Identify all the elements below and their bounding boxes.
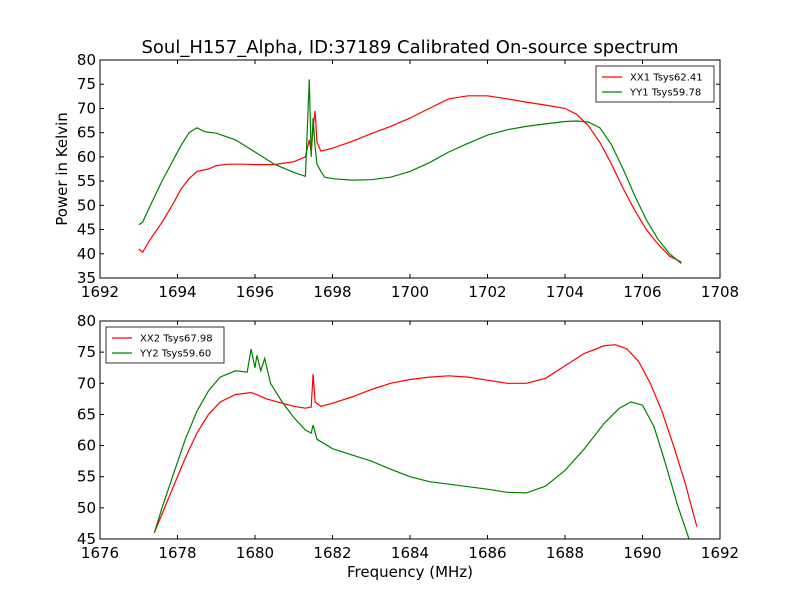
legend-label: YY1 Tsys59.78 — [629, 88, 701, 99]
series-line-yy1 — [138, 79, 682, 264]
x-tick-label: 1688 — [546, 544, 584, 562]
legend: XX1 Tsys62.41 YY1 Tsys59.78 — [595, 65, 715, 103]
x-tick-label: 1694 — [158, 283, 196, 301]
x-axis-label: Frequency (MHz) — [347, 563, 473, 581]
y-tick-label: 65 — [77, 405, 96, 423]
y-tick-label: 70 — [77, 374, 96, 392]
x-tick-label: 1700 — [391, 283, 429, 301]
y-tick-label: 75 — [77, 343, 96, 361]
y-tick-label: 75 — [77, 75, 96, 93]
figure-title: Soul_H157_Alpha, ID:37189 Calibrated On-… — [141, 37, 678, 58]
y-tick-label: 45 — [77, 221, 96, 239]
x-tick-label: 1708 — [701, 283, 739, 301]
x-tick-label: 1680 — [236, 544, 274, 562]
x-tick-label: 1696 — [236, 283, 274, 301]
y-tick-label: 55 — [77, 468, 96, 486]
y-tick-label: 80 — [77, 51, 96, 69]
series-line-yy2 — [153, 348, 690, 539]
subplot-1: 1692 1694 1696 1698 1700 1702 1704 1706 1708 35 40… — [53, 51, 739, 301]
series-line-xx1 — [138, 95, 682, 263]
y-tick-label: 70 — [77, 99, 96, 117]
x-tick-label: 1690 — [623, 544, 661, 562]
y-tick-label: 50 — [77, 499, 96, 517]
x-tick-label: 1678 — [158, 544, 196, 562]
y-tick-label: 40 — [77, 245, 96, 263]
y-tick-label: 60 — [77, 148, 96, 166]
y-tick-label: 35 — [77, 269, 96, 287]
legend-box — [105, 326, 225, 364]
y-tick-label: 50 — [77, 196, 96, 214]
legend-label: XX2 Tsys67.98 — [140, 334, 213, 345]
legend-box — [595, 65, 715, 103]
y-tick-label: 45 — [77, 530, 96, 548]
x-tick-label: 1706 — [623, 283, 661, 301]
y-tick-label: 80 — [77, 312, 96, 330]
y-tick-label: 65 — [77, 124, 96, 142]
x-tick-label: 1692 — [701, 544, 739, 562]
x-tick-label: 1704 — [546, 283, 584, 301]
y-tick-label: 55 — [77, 172, 96, 190]
legend: XX2 Tsys67.98 YY2 Tsys59.60 — [105, 326, 225, 364]
subplot-2: 1676 1678 1680 1682 1684 1686 1688 1690 1692 45 50… — [77, 312, 739, 581]
y-axis-label: Power in Kelvin — [53, 112, 71, 226]
legend-label: XX1 Tsys62.41 — [630, 73, 703, 84]
x-tick-label: 1692 — [81, 283, 119, 301]
x-tick-label: 1684 — [391, 544, 429, 562]
x-tick-label: 1686 — [468, 544, 506, 562]
x-tick-label: 1676 — [81, 544, 119, 562]
series-line-xx2 — [153, 344, 698, 534]
x-tick-label: 1702 — [468, 283, 506, 301]
x-tick-label: 1698 — [313, 283, 351, 301]
x-tick-label: 1682 — [313, 544, 351, 562]
y-tick-label: 60 — [77, 437, 96, 455]
legend-label: YY2 Tsys59.60 — [139, 349, 211, 360]
